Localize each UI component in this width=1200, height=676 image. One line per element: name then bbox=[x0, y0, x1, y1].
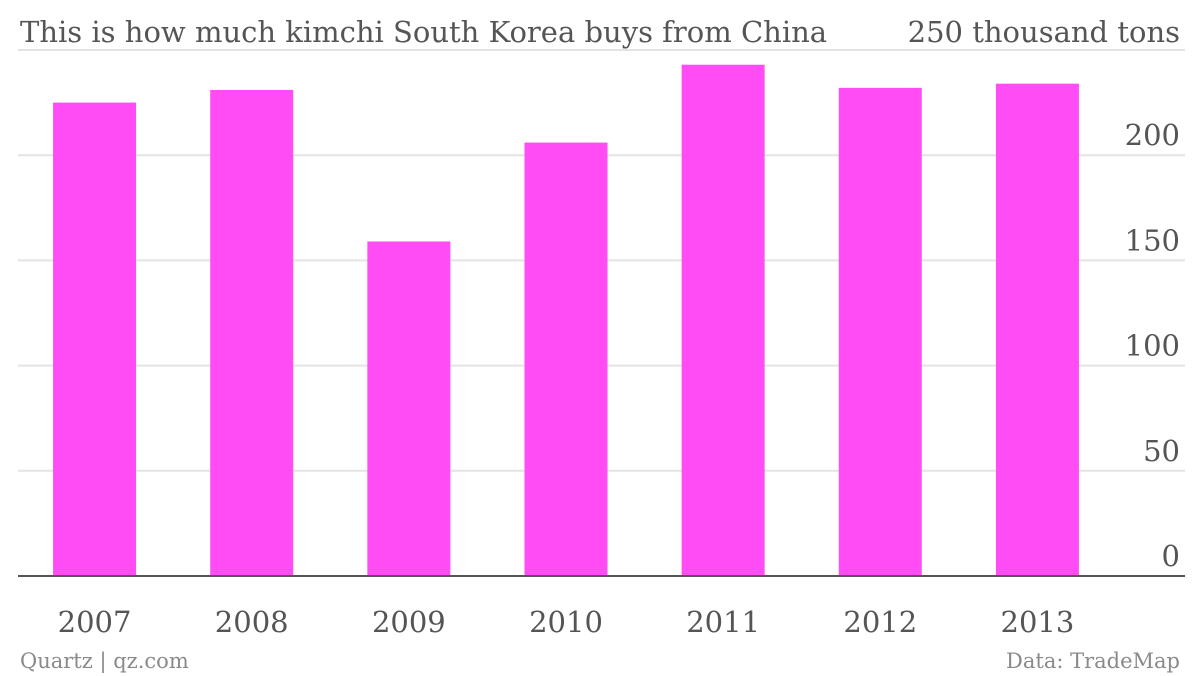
x-tick-label-2009: 2009 bbox=[372, 605, 446, 639]
y-axis-tick-labels: 0 50 100 150 200 bbox=[1125, 118, 1180, 573]
x-tick-label-2007: 2007 bbox=[58, 605, 132, 639]
x-axis-tick-labels: 2007 2008 2009 2010 2011 2012 2013 bbox=[58, 605, 1075, 639]
x-tick-label-2012: 2012 bbox=[843, 605, 917, 639]
y-tick-label-150: 150 bbox=[1125, 223, 1180, 257]
bar-2010 bbox=[524, 142, 608, 577]
x-tick-label-2011: 2011 bbox=[686, 605, 760, 639]
y-tick-label-50: 50 bbox=[1143, 434, 1180, 468]
y-tick-label-0: 0 bbox=[1162, 539, 1180, 573]
bar-2012 bbox=[838, 87, 922, 576]
x-tick-label-2013: 2013 bbox=[1001, 605, 1075, 639]
y-tick-label-200: 200 bbox=[1125, 118, 1180, 152]
bar-2009 bbox=[367, 241, 451, 577]
y-tick-label-100: 100 bbox=[1125, 329, 1180, 363]
footer-credit: Quartz | qz.com bbox=[20, 649, 189, 674]
chart-title: This is how much kimchi South Korea buys… bbox=[20, 15, 827, 49]
bar-2008 bbox=[210, 89, 294, 576]
y-axis-top-label: 250 thousand tons bbox=[908, 15, 1180, 49]
bar-2013 bbox=[995, 83, 1079, 576]
footer-source: Data: TradeMap bbox=[1006, 649, 1180, 673]
bars bbox=[53, 64, 1079, 577]
bar-2007 bbox=[53, 102, 137, 576]
x-tick-label-2008: 2008 bbox=[215, 605, 289, 639]
x-tick-label-2010: 2010 bbox=[529, 605, 603, 639]
bar-2011 bbox=[681, 64, 765, 576]
